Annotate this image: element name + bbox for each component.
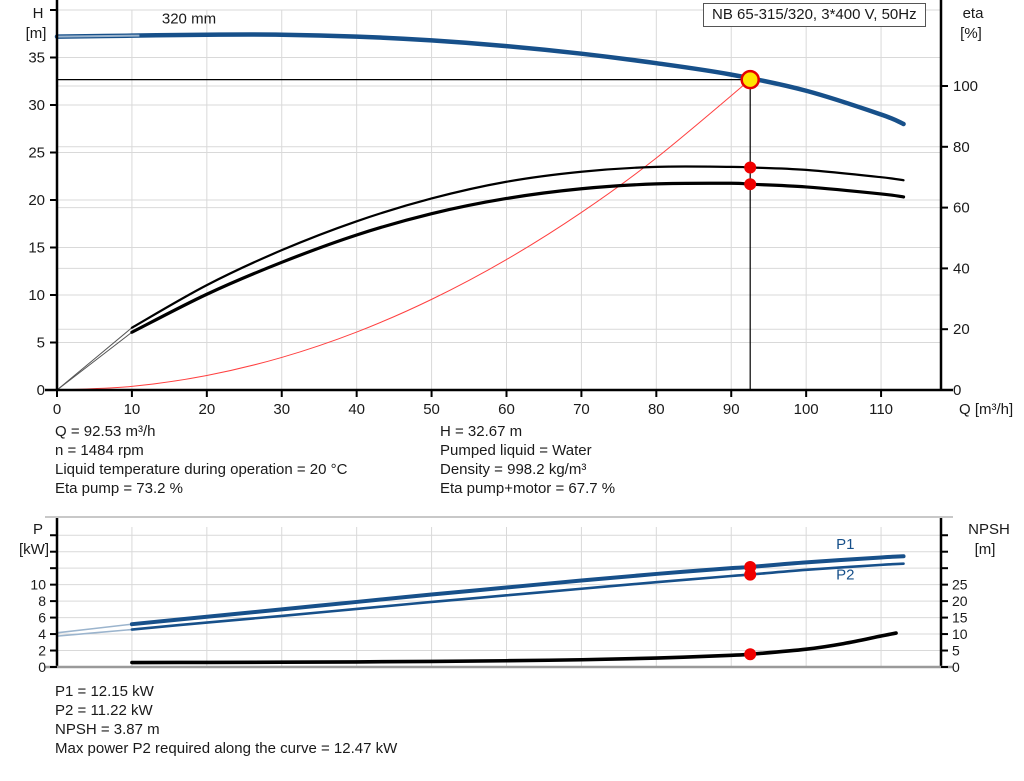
info-line: Density = 998.2 kg/m³ <box>440 461 587 478</box>
efficiency-curve-start-1 <box>56 327 133 391</box>
eta-axis-title: eta <box>963 5 985 22</box>
curves <box>54 32 906 391</box>
h-axis-tick-label: 25 <box>28 145 45 162</box>
eta-axis-tick-label: 0 <box>953 382 961 399</box>
p2-duty-marker <box>744 568 757 581</box>
npsh-curve <box>130 631 898 665</box>
head-curve <box>54 32 906 127</box>
h-axis-tick-label: 30 <box>28 97 45 114</box>
curves <box>56 554 906 665</box>
system-curve <box>56 79 751 391</box>
duty-point-marker <box>740 69 760 90</box>
info-line: H = 32.67 m <box>440 423 523 440</box>
info-line: Eta pump+motor = 67.7 % <box>440 480 616 497</box>
h-axis-tick-label: 5 <box>37 335 45 352</box>
q-axis-tick-label: 50 <box>423 401 440 418</box>
p-axis-tick-label: 8 <box>38 593 46 609</box>
p-axis-tick-label: 4 <box>38 626 46 642</box>
q-axis-tick-label: 20 <box>198 401 215 418</box>
npsh-duty-marker <box>744 648 757 661</box>
main-plot-group: 0 5 10 15 20 25 30 35 0 20 40 60 80 100 0 10 20 30 40 50 60 7… <box>26 0 1013 418</box>
power-info: P1 = 12.15 kW P2 = 11.22 kW NPSH = 3.87 … <box>55 682 397 758</box>
eta-axis-unit: [%] <box>960 25 982 42</box>
npsh-axis-title: NPSH <box>968 521 1010 538</box>
npsh-axis-tick-label: 0 <box>952 659 960 675</box>
p-axis-unit: [kW] <box>19 541 49 558</box>
q-axis-tick-label: 110 <box>869 401 893 418</box>
info-line: NPSH = 3.87 m <box>55 721 160 738</box>
p-axis-tick-label: 10 <box>30 577 46 593</box>
duty-info-left: Q = 92.53 m³/h n = 1484 rpm Liquid tempe… <box>55 422 347 498</box>
efficiency-curve-2 <box>130 181 906 334</box>
eta-axis-tick-label: 80 <box>953 139 970 156</box>
info-line: Max power P2 required along the curve = … <box>55 740 398 757</box>
info-line: Pumped liquid = Water <box>440 442 592 459</box>
p1-curve-start <box>56 623 133 634</box>
h-axis-title: H <box>33 5 44 22</box>
p2-curve-label: P2 <box>836 567 854 584</box>
p-axis-title: P <box>33 521 43 538</box>
q-axis-tick-label: 80 <box>648 401 665 418</box>
q-axis-tick-label: 60 <box>498 401 515 418</box>
duty-info-right: H = 32.67 m Pumped liquid = Water Densit… <box>440 422 615 498</box>
impeller-size-label: 320 mm <box>162 10 216 27</box>
p-axis-tick-label: 0 <box>38 659 46 675</box>
eta-pump-motor-marker <box>744 178 757 191</box>
npsh-axis-tick-label: 5 <box>952 643 960 659</box>
eta-axis-tick-label: 40 <box>953 260 970 277</box>
eta-axis-tick-label: 60 <box>953 200 970 217</box>
npsh-axis-unit: [m] <box>975 541 996 558</box>
npsh-axis-tick-label: 10 <box>952 626 968 642</box>
q-axis-tick-label: 10 <box>124 401 141 418</box>
p1-curve-label: P1 <box>836 536 854 553</box>
efficiency-curve-start-2 <box>56 331 133 391</box>
efficiency-curve-1 <box>130 165 905 329</box>
info-line: Eta pump = 73.2 % <box>55 480 183 497</box>
q-axis-tick-label: 0 <box>53 401 61 418</box>
h-axis-tick-label: 15 <box>28 240 45 257</box>
p-axis-tick-label: 6 <box>38 610 46 626</box>
chart-title-label: NB 65-315/320, 3*400 V, 50Hz <box>712 6 917 23</box>
q-axis-tick-label: 90 <box>723 401 740 418</box>
eta-pump-marker <box>744 161 757 174</box>
q-axis-tick-label: 40 <box>348 401 365 418</box>
eta-axis-tick-label: 100 <box>953 78 978 95</box>
info-line: n = 1484 rpm <box>55 442 144 459</box>
npsh-axis-tick-label: 20 <box>952 593 968 609</box>
eta-axis-tick-label: 20 <box>953 321 970 338</box>
grid-lines <box>57 9 941 390</box>
p-axis-tick-label: 2 <box>38 643 46 659</box>
h-axis-tick-label: 0 <box>37 382 45 399</box>
info-line: Q = 92.53 m³/h <box>55 423 156 440</box>
q-axis-title: Q [m³/h] <box>959 401 1013 418</box>
p1-curve <box>129 554 906 627</box>
head-curve-start <box>56 34 140 38</box>
p2-curve-start <box>56 628 132 637</box>
p2-curve <box>130 562 905 631</box>
h-axis-tick-label: 20 <box>28 192 45 209</box>
q-axis-tick-label: 100 <box>794 401 819 418</box>
info-line: P2 = 11.22 kW <box>55 702 153 719</box>
q-axis-tick-label: 30 <box>273 401 290 418</box>
npsh-axis-tick-label: 15 <box>952 610 968 626</box>
h-axis-unit: [m] <box>26 25 47 42</box>
npsh-axis-tick-label: 25 <box>952 577 968 593</box>
q-axis-tick-label: 70 <box>573 401 590 418</box>
info-line: P1 = 12.15 kW <box>55 683 154 700</box>
head-efficiency-chart: 0 5 10 15 20 25 30 35 0 20 40 60 80 100 0 10 20 30 40 50 60 7… <box>26 0 1013 418</box>
h-axis-tick-label: 10 <box>28 287 45 304</box>
info-line: Liquid temperature during operation = 20… <box>55 461 348 478</box>
h-axis-tick-label: 35 <box>28 50 45 67</box>
chart-title-box: NB 65-315/320, 3*400 V, 50Hz <box>703 3 926 27</box>
